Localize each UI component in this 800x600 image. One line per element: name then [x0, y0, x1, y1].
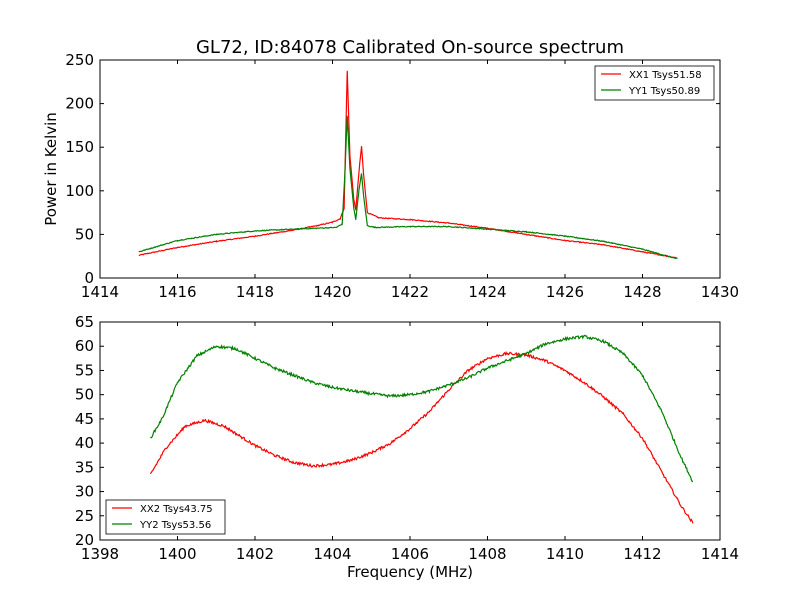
bottom-x-tick-label: 1410	[546, 545, 584, 563]
bottom-x-tick-label: 1414	[701, 545, 739, 563]
bottom-panel: 1398 1400 1402 1404 1406 1408 1410 1412 1414 20 25…	[75, 313, 739, 581]
bottom-x-tick-label: 1406	[391, 545, 429, 563]
bottom-legend-box	[105, 499, 226, 535]
bottom-legend-label-xx2: XX2 Tsys43.75	[140, 504, 213, 515]
top-panel-ticks: 1414 1416 1418 1420 1422 1424 1426 1428 1430 0 50 1…	[65, 51, 739, 301]
top-y-tick-label: 150	[65, 138, 94, 156]
bottom-panel-lines	[149, 334, 694, 524]
top-x-tick-label: 1414	[81, 283, 119, 301]
top-panel: 1414 1416 1418 1420 1422 1424 1426 1428 1430 0 50 1…	[42, 51, 739, 301]
top-y-axis-label: Power in Kelvin	[42, 112, 60, 226]
bottom-panel-ticks: 1398 1400 1402 1404 1406 1408 1410 1412 1414 20 25…	[75, 313, 739, 563]
bottom-y-tick-label: 25	[75, 507, 94, 525]
top-x-tick-label: 1420	[313, 283, 351, 301]
bottom-y-tick-label: 55	[75, 361, 94, 379]
bottom-x-tick-label: 1412	[623, 545, 661, 563]
bottom-y-tick-label: 50	[75, 386, 94, 404]
bottom-y-tick-label: 35	[75, 458, 94, 476]
top-series-line-0	[138, 70, 678, 259]
top-x-tick-label: 1418	[236, 283, 274, 301]
bottom-y-tick-label: 60	[75, 337, 94, 355]
bottom-x-tick-label: 1400	[158, 545, 196, 563]
bottom-legend-label-yy2: YY2 Tsys53.56	[139, 520, 211, 531]
bottom-y-tick-label: 30	[75, 483, 94, 501]
top-series-line-1	[138, 115, 678, 259]
bottom-x-tick-label: 1404	[313, 545, 351, 563]
bottom-x-axis-label: Frequency (MHz)	[347, 563, 473, 581]
bottom-y-tick-label: 65	[75, 313, 94, 331]
chart-title: GL72, ID:84078 Calibrated On-source spec…	[196, 37, 624, 58]
top-x-tick-label: 1416	[158, 283, 196, 301]
top-x-tick-label: 1426	[546, 283, 584, 301]
bottom-y-tick-label: 45	[75, 410, 94, 428]
top-y-tick-label: 50	[75, 225, 94, 243]
bottom-x-tick-label: 1398	[81, 545, 119, 563]
top-x-tick-label: 1422	[391, 283, 429, 301]
bottom-y-tick-label: 20	[75, 531, 94, 549]
top-legend-label-xx1: XX1 Tsys51.58	[629, 70, 702, 81]
top-legend-label-yy1: YY1 Tsys50.89	[628, 86, 700, 97]
top-y-tick-label: 0	[84, 269, 94, 287]
bottom-series-line-1	[150, 334, 693, 483]
top-x-tick-label: 1430	[701, 283, 739, 301]
bottom-x-tick-label: 1402	[236, 545, 274, 563]
bottom-legend: XX2 Tsys43.75 YY2 Tsys53.56	[105, 499, 226, 535]
top-y-tick-label: 100	[65, 182, 94, 200]
top-x-tick-label: 1428	[623, 283, 661, 301]
top-legend-box	[594, 65, 715, 101]
top-legend: XX1 Tsys51.58 YY1 Tsys50.89	[594, 65, 715, 101]
bottom-x-tick-label: 1408	[468, 545, 506, 563]
top-y-tick-label: 200	[65, 95, 94, 113]
top-panel-lines	[138, 70, 678, 259]
bottom-series-line-0	[149, 350, 694, 524]
top-y-tick-label: 250	[65, 51, 94, 69]
bottom-y-tick-label: 40	[75, 434, 94, 452]
top-x-tick-label: 1424	[468, 283, 506, 301]
